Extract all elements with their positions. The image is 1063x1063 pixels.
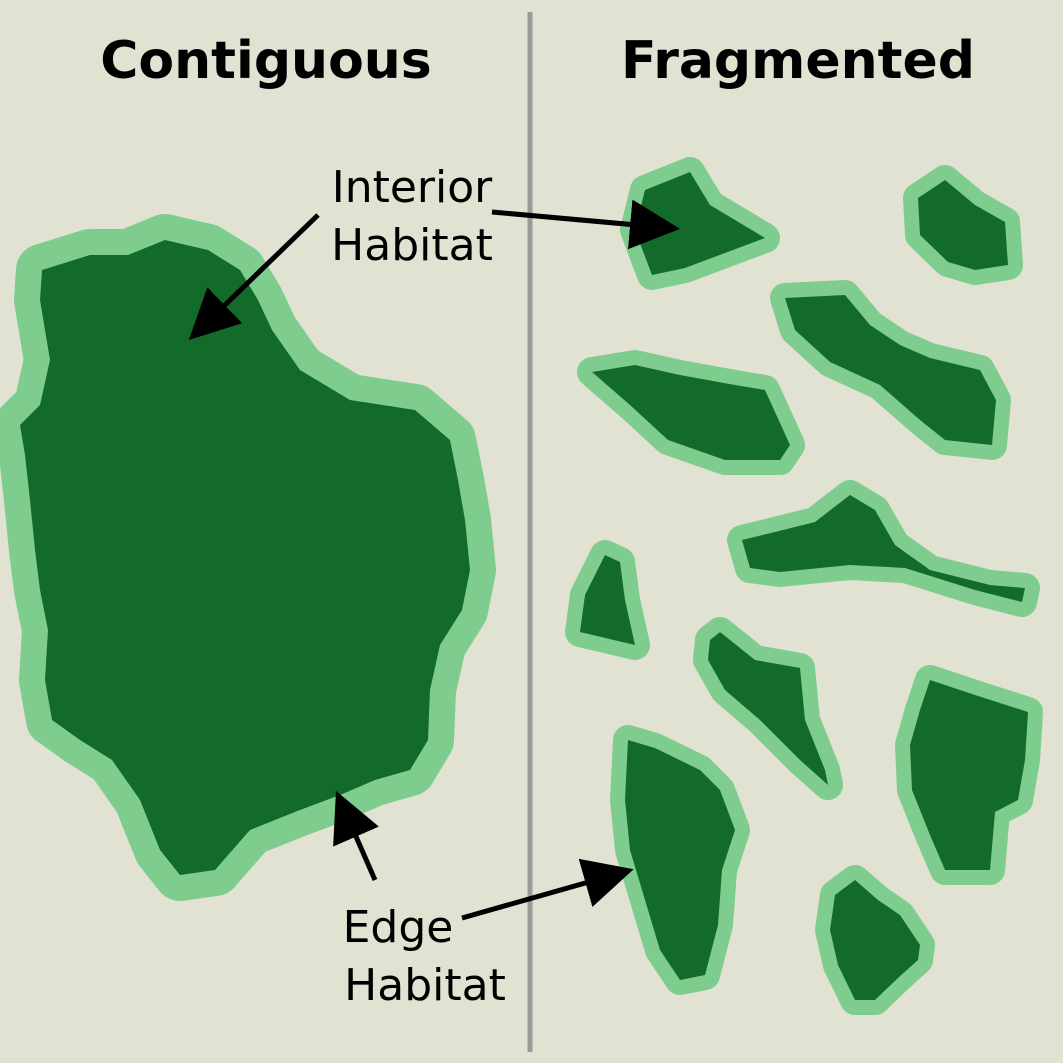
fragment-2-interior bbox=[918, 180, 1008, 270]
fragmented-patches bbox=[565, 157, 1043, 1015]
interior-label-line1: Interior bbox=[332, 162, 493, 213]
edge-arrow-left bbox=[333, 790, 379, 882]
contiguous-patch bbox=[0, 214, 496, 901]
fragment-4-interior bbox=[592, 365, 790, 460]
fragment-9-interior bbox=[625, 740, 735, 980]
title-fragmented: Fragmented bbox=[621, 31, 975, 91]
callout-arrows bbox=[188, 199, 680, 921]
edge-arrow-right bbox=[461, 858, 634, 921]
fragment-3-interior bbox=[785, 295, 996, 445]
interior-arrow-left bbox=[188, 213, 320, 340]
edge-label-line1: Edge bbox=[343, 902, 454, 953]
fragment-8-interior bbox=[910, 680, 1028, 870]
contiguous-interior-habitat bbox=[20, 240, 470, 875]
fragment-7-interior bbox=[708, 632, 828, 785]
interior-arrow-right bbox=[491, 199, 680, 250]
title-contiguous: Contiguous bbox=[100, 31, 432, 91]
edge-label-line2: Habitat bbox=[344, 960, 506, 1011]
fragment-6-interior bbox=[580, 555, 635, 645]
interior-label-line2: Habitat bbox=[331, 220, 493, 271]
fragment-10-interior bbox=[830, 880, 920, 1000]
fragment-5-interior bbox=[742, 495, 1025, 602]
